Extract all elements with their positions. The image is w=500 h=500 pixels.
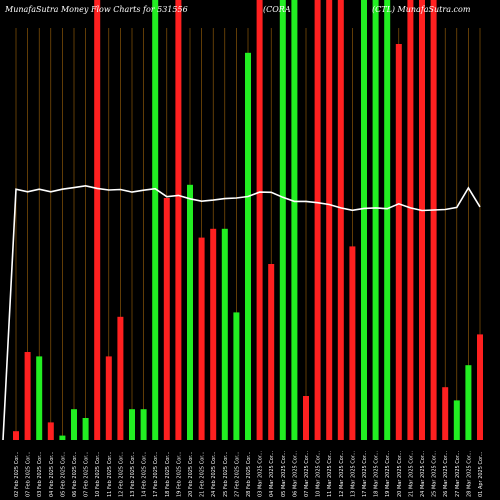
money-flow-bar: [384, 0, 391, 440]
money-flow-bar: [303, 396, 309, 440]
x-tick-label: 11 Mar 2025 Cor...: [327, 450, 333, 497]
x-tick-label: 07 Feb 2025 Cor...: [26, 451, 32, 497]
header-right: (CTL) MunafaSutra.com: [372, 5, 471, 14]
x-tick-label: 03 Feb 2025 Cor...: [37, 451, 43, 497]
money-flow-bar: [71, 409, 77, 440]
x-tick-label: 06 Feb 2025 Cor...: [72, 451, 78, 497]
money-flow-bar: [152, 0, 159, 440]
money-flow-bar: [407, 0, 414, 440]
x-tick-label: 24 Feb 2025 Cor...: [211, 451, 217, 497]
x-tick-label: 07 Mar 2025 Cor...: [304, 450, 310, 497]
money-flow-bar: [419, 0, 425, 440]
x-tick-label: 25 Mar 2025 Cor...: [432, 450, 438, 497]
x-tick-label: 28 Mar 2025 Cor...: [466, 450, 472, 497]
x-tick-label: 24 Mar 2025 Cor...: [420, 450, 426, 497]
money-flow-bar: [187, 184, 193, 440]
money-flow-line: [2, 184, 481, 441]
money-flow-bar: [395, 44, 402, 440]
x-tick-label: 06 Mar 2025 Cor...: [292, 450, 298, 497]
money-flow-bar: [245, 52, 251, 441]
bars: [13, 0, 483, 441]
x-tick-label: 18 Feb 2025 Cor...: [165, 451, 171, 497]
x-tick-label: 19 Mar 2025 Cor...: [385, 450, 391, 497]
money-flow-bar: [477, 334, 483, 440]
money-flow-bar: [175, 0, 182, 440]
money-flow-bar: [163, 198, 170, 440]
money-flow-bar: [372, 0, 379, 440]
x-tick-label: 20 Feb 2025 Cor...: [188, 451, 194, 497]
x-tick-label: 21 Mar 2025 Cor...: [408, 450, 414, 497]
money-flow-bar: [233, 312, 240, 440]
money-flow-bar: [94, 0, 101, 440]
x-tick-label: 19 Feb 2025 Cor...: [176, 451, 182, 497]
money-flow-bar: [256, 0, 263, 440]
x-tick-label: 05 Feb 2025 Cor...: [60, 451, 66, 497]
money-flow-bar: [221, 228, 228, 440]
money-flow-bar: [210, 228, 217, 440]
money-flow-bar: [465, 365, 472, 440]
x-tick-label: 25 Feb 2025 Cor...: [223, 451, 229, 497]
x-tick-label: 26 Mar 2025 Cor...: [443, 450, 449, 497]
x-tick-label: 17 Mar 2025 Cor...: [362, 450, 368, 497]
x-tick-label: 18 Mar 2025 Cor...: [374, 450, 380, 497]
x-tick-label: 27 Feb 2025 Cor...: [234, 451, 240, 497]
x-tick-label: 01 Apr 2025 Cor...: [478, 451, 484, 497]
money-flow-bar: [24, 352, 31, 440]
x-tick-label: 11 Feb 2025 Cor...: [107, 451, 113, 497]
money-flow-bar: [453, 400, 460, 440]
x-tick-label: 12 Feb 2025 Cor...: [118, 451, 124, 497]
x-tick-label: 14 Feb 2025 Cor...: [142, 451, 148, 497]
money-flow-bar: [430, 0, 437, 440]
money-flow-bar: [361, 0, 367, 440]
x-tick-label: 10 Feb 2025 Cor...: [95, 451, 101, 497]
x-tick-label: 13 Mar 2025 Cor...: [350, 450, 356, 497]
x-tick-label: 04 Feb 2025 Cor...: [49, 451, 55, 497]
header-middle: (CORA: [263, 5, 291, 14]
money-flow-bar: [140, 409, 147, 440]
x-tick-label: 03 Mar 2025 Cor...: [258, 450, 264, 497]
x-tick-label: 13 Feb 2025 Cor...: [130, 451, 136, 497]
x-tick-label: 02 Feb 2025 Cor...: [14, 451, 20, 497]
x-tick-label: 20 Mar 2025 Cor...: [397, 450, 403, 497]
money-flow-bar: [105, 356, 112, 440]
money-flow-bar: [337, 0, 344, 440]
x-tick-label: 05 Mar 2025 Cor...: [281, 450, 287, 497]
x-tick-label: 17 Feb 2025 Cor...: [153, 451, 159, 497]
money-flow-bar: [117, 316, 124, 440]
money-flow-bar: [36, 356, 43, 440]
x-tick-label: 10 Mar 2025 Cor...: [316, 450, 322, 497]
money-flow-bar: [442, 387, 449, 440]
money-flow-bar: [47, 422, 54, 440]
money-flow-bar: [13, 431, 19, 440]
x-axis-tick-labels: 02 Feb 2025 Cor... 07 Feb 2025 Cor... 03 F…: [14, 450, 484, 497]
money-flow-bar: [59, 435, 66, 440]
x-tick-label: 27 Mar 2025 Cor...: [455, 450, 461, 497]
money-flow-bar: [291, 0, 298, 440]
money-flow-bar: [268, 264, 275, 440]
money-flow-bar: [326, 0, 333, 440]
x-tick-label: 28 Feb 2025 Cor...: [246, 451, 252, 497]
money-flow-bar: [82, 418, 89, 440]
money-flow-bar: [279, 0, 286, 440]
money-flow-bar: [129, 409, 135, 440]
x-tick-label: 21 Feb 2025 Cor...: [200, 451, 206, 497]
x-tick-label: 04 Mar 2025 Cor...: [269, 450, 275, 497]
header-left: MunafaSutra Money Flow Charts for 531556: [4, 5, 188, 14]
money-flow-bar: [314, 0, 321, 440]
x-tick-label: 12 Mar 2025 Cor...: [339, 450, 345, 497]
x-tick-label: 07 Feb 2025 Cor...: [84, 451, 90, 497]
money-flow-bar: [198, 237, 205, 440]
money-flow-bar: [349, 246, 356, 440]
